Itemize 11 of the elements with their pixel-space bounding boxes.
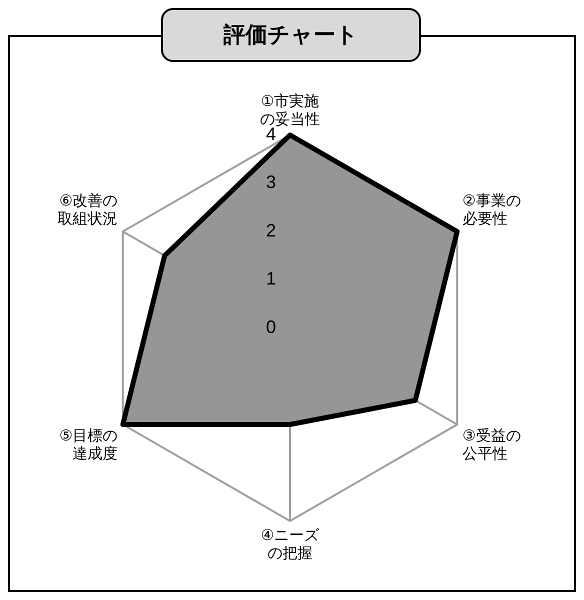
spoke-label: ②事業の必要性 bbox=[462, 191, 521, 228]
y-tick-label: 3 bbox=[266, 172, 276, 192]
y-tick-label: 2 bbox=[266, 220, 276, 240]
spoke-label: ③受益の公平性 bbox=[462, 426, 521, 462]
spoke-label: ⑤目標の達成度 bbox=[59, 426, 118, 462]
spoke-label: ④ニーズの把握 bbox=[260, 526, 320, 562]
spoke-label: ⑥改善の取組状況 bbox=[58, 191, 118, 228]
y-tick-label: 1 bbox=[266, 268, 276, 289]
y-tick-label: 0 bbox=[266, 316, 276, 337]
spoke-label: ①市実施の妥当性 bbox=[260, 92, 320, 128]
chart-title: 評価チャート bbox=[161, 8, 421, 62]
